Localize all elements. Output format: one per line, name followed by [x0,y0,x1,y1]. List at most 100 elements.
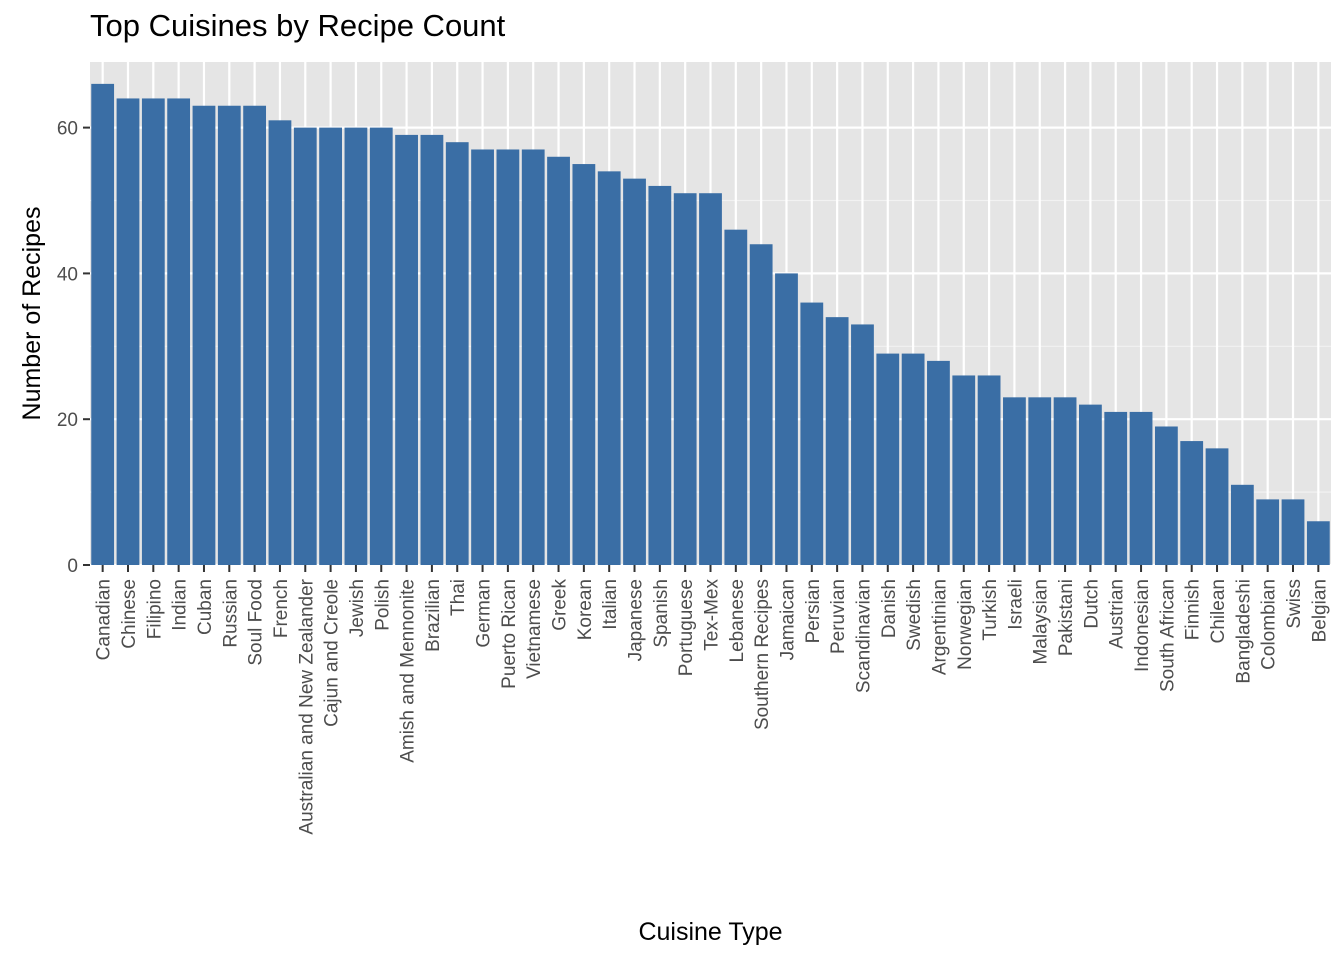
x-tick-label: Swedish [904,579,925,651]
bar [597,171,621,565]
bar [319,127,342,565]
bar [1205,448,1229,565]
bar [572,164,596,565]
bar [1154,426,1178,565]
bar [1028,397,1052,565]
x-tick-label: South African [1157,579,1178,692]
x-tick-label: Argentinian [929,579,950,675]
y-axis-title: Number of Recipes [18,207,46,421]
y-tick-label: 60 [57,119,78,140]
x-tick-label: Austrian [1107,579,1128,649]
x-tick-label: Jewish [347,579,368,637]
x-tick-label: Scandinavian [853,579,874,693]
x-tick-label: German [474,579,495,648]
bar [1129,411,1153,565]
x-tick-label: Chilean [1208,579,1229,643]
x-tick-label: Portuguese [676,579,697,676]
bar [1281,499,1305,565]
bar [724,229,748,565]
x-tick-label: Jamaican [777,579,798,660]
bar [167,98,191,565]
x-tick-label: Thai [448,579,469,616]
bar [851,324,874,565]
bar [243,105,267,565]
bar [952,375,976,565]
bar [1306,521,1330,565]
x-tick-label: Danish [879,579,900,638]
bar [648,185,672,565]
bar [775,273,798,565]
bar [901,353,925,565]
bar [192,105,216,565]
bar [825,317,849,565]
bar [91,83,115,565]
x-tick-label: Japanese [626,579,647,661]
x-tick-label: Russian [220,579,241,648]
bar [420,134,444,565]
y-tick-label: 20 [57,410,78,431]
x-tick-label: Colombian [1259,579,1280,670]
x-tick-label: Chinese [119,579,140,649]
x-tick-label: Peruvian [828,579,849,654]
bar [1104,411,1128,565]
x-tick-label: Cuban [195,579,216,635]
x-tick-label: Canadian [94,579,115,660]
x-tick-label: Korean [575,579,596,640]
x-tick-label: Norwegian [955,579,976,670]
bar [116,98,140,565]
bar [268,120,292,565]
x-tick-label: Cajun and Creole [322,579,343,727]
x-tick-label: Dutch [1081,579,1102,629]
bar [445,142,469,565]
bar [1053,397,1077,565]
x-tick-label: Israeli [1005,579,1026,630]
bars [91,83,1330,565]
x-axis: Canadian Chinese Filipino Indian Cuban Russia… [94,565,1330,835]
bar [1003,397,1026,565]
bar [977,375,1001,565]
x-tick-label: Australian and New Zealander [296,578,317,834]
bar [927,360,950,565]
x-tick-label: Amish and Mennonite [398,579,419,763]
x-tick-label: French [271,579,292,638]
bar [876,353,900,565]
x-tick-label: Brazilian [423,579,444,652]
x-tick-label: Greek [550,579,571,631]
bar [800,302,824,565]
x-tick-label: Persian [803,579,824,643]
x-tick-label: Swiss [1284,579,1305,629]
bar [1256,499,1280,565]
bar [1230,484,1254,565]
x-tick-label: Soul Food [246,579,267,666]
bar [521,149,545,565]
x-tick-label: Polish [372,579,393,631]
x-tick-label: Italian [600,579,621,630]
bar [217,105,241,565]
x-tick-label: Spanish [651,579,672,648]
bar [141,98,165,565]
x-tick-label: Filipino [144,579,165,639]
y-tick-label: 0 [67,556,78,577]
bar [673,193,697,565]
bar [395,134,418,565]
x-tick-label: Bangladeshi [1233,579,1254,684]
x-tick-label: Puerto Rican [499,579,520,689]
bar [471,149,494,565]
bar [1079,404,1102,565]
bar [496,149,520,565]
bar [369,127,393,565]
bar [623,178,646,565]
bar [749,244,773,565]
x-tick-label: Indian [170,579,191,631]
bar [344,127,368,565]
x-tick-label: Lebanese [727,579,748,662]
x-tick-label: Southern Recipes [752,579,773,730]
x-tick-label: Turkish [980,579,1001,641]
bar [1180,441,1204,565]
x-tick-label: Malaysian [1031,579,1052,665]
x-tick-label: Belgian [1309,579,1330,642]
x-tick-label: Tex-Mex [702,579,723,651]
x-tick-label: Finnish [1183,579,1204,640]
bar [293,127,317,565]
